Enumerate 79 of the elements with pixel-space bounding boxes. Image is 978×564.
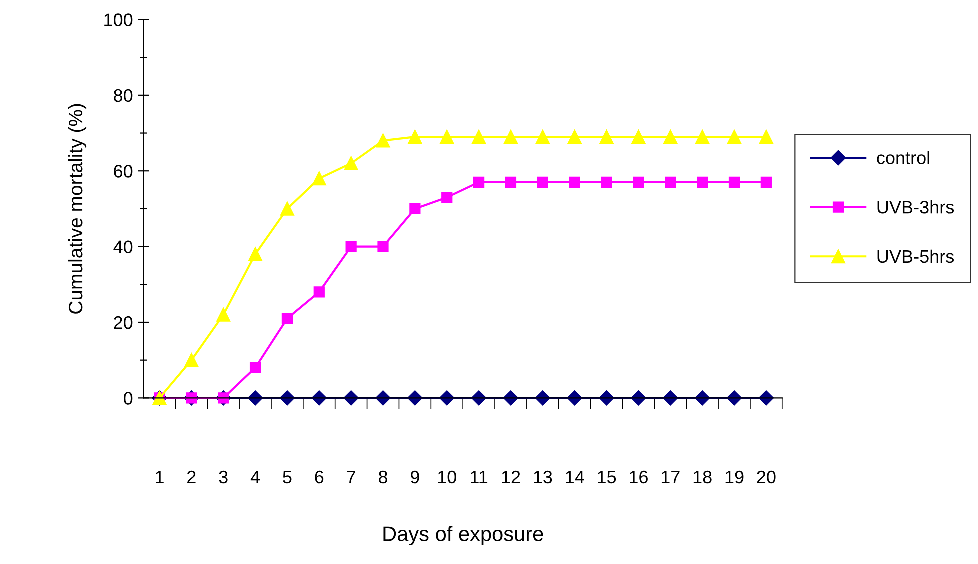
point	[376, 134, 390, 148]
y-axis-title: Cumulative mortality (%)	[68, 104, 87, 314]
point	[537, 176, 548, 188]
point	[280, 202, 294, 216]
point	[505, 176, 517, 188]
legend-label: UVB-3hrs	[878, 200, 954, 214]
point	[250, 362, 262, 374]
point	[726, 390, 742, 406]
point	[758, 390, 774, 406]
point	[728, 130, 742, 144]
point	[535, 390, 550, 406]
x-tick-label: 4	[250, 471, 260, 484]
point	[569, 176, 580, 188]
x-tick-label: 1	[156, 471, 164, 484]
point	[280, 390, 296, 406]
point	[314, 286, 325, 298]
point	[728, 176, 740, 188]
legend-label: UVB-5hrs	[878, 250, 954, 264]
point	[632, 130, 646, 144]
x-tick-label: 6	[315, 470, 324, 484]
point	[633, 176, 644, 188]
y-tick-label: 0	[124, 392, 133, 405]
point	[248, 390, 264, 406]
point	[312, 172, 326, 186]
x-tick-label: 20	[757, 470, 776, 484]
point	[312, 390, 327, 406]
x-tick-label: 15	[598, 471, 616, 484]
point	[568, 130, 582, 144]
x-tick-label: 9	[411, 470, 420, 484]
point	[665, 176, 676, 188]
x-tick-label: 5	[283, 471, 292, 484]
x-tick-label: 19	[726, 470, 744, 484]
x-tick-label: 18	[694, 470, 712, 484]
point	[442, 192, 453, 204]
point	[344, 156, 358, 170]
point	[567, 390, 582, 406]
point	[440, 390, 455, 406]
point	[440, 130, 454, 144]
point	[503, 390, 519, 406]
x-tick-label: 2	[188, 470, 196, 484]
point	[663, 390, 678, 406]
point	[471, 390, 487, 406]
point	[600, 130, 614, 144]
x-tick-label: 17	[662, 471, 680, 484]
point	[248, 247, 262, 262]
point	[216, 308, 231, 322]
point	[696, 130, 710, 144]
x-tick-label: 14	[566, 471, 584, 484]
x-tick-label: 13	[534, 470, 552, 484]
point	[473, 176, 485, 188]
point	[601, 176, 612, 188]
x-tick-label: 16	[630, 470, 648, 484]
y-tick-label: 40	[114, 240, 133, 254]
point	[410, 203, 421, 215]
point	[695, 390, 710, 406]
x-tick-label: 8	[379, 470, 388, 484]
x-tick-label: 10	[438, 470, 456, 484]
point	[760, 176, 772, 188]
y-tick-label: 60	[114, 165, 133, 178]
point	[378, 241, 389, 252]
y-tick-label: 80	[114, 89, 133, 102]
x-tick-label: 11	[471, 471, 488, 484]
point	[536, 130, 550, 144]
point	[504, 130, 518, 144]
x-tick-label: 7	[347, 471, 356, 484]
point	[664, 130, 678, 144]
x-tick-label: 12	[502, 470, 520, 484]
y-tick-label: 100	[104, 14, 133, 26]
point	[759, 130, 774, 144]
point	[697, 176, 708, 188]
x-tick-label: 3	[219, 470, 228, 484]
point	[282, 313, 294, 324]
y-tick-label: 20	[114, 316, 133, 330]
legend-label: control	[877, 151, 930, 164]
point	[346, 241, 357, 252]
point	[184, 353, 199, 368]
point	[472, 130, 486, 144]
x-axis-title: Days of exposure	[384, 526, 544, 546]
point	[408, 130, 422, 144]
